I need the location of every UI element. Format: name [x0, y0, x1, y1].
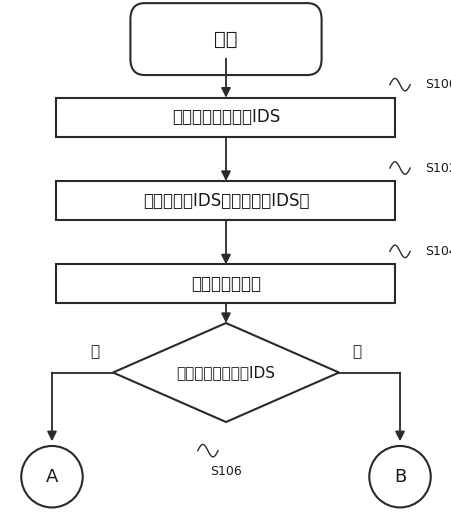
Text: 转换为扩展IDS并创建扩展IDS库: 转换为扩展IDS并创建扩展IDS库 — [143, 192, 308, 209]
Bar — [56, 181, 395, 220]
Text: 输入待检索文字: 输入待检索文字 — [191, 275, 260, 293]
Text: S106: S106 — [210, 465, 241, 478]
Text: S102: S102 — [424, 162, 451, 175]
Text: A: A — [46, 468, 58, 486]
Text: 是: 是 — [90, 344, 99, 359]
Text: 否: 否 — [352, 344, 361, 359]
Text: S104: S104 — [424, 245, 451, 258]
Text: B: B — [393, 468, 405, 486]
Bar — [56, 98, 395, 137]
Text: 待检索文字是否为IDS: 待检索文字是否为IDS — [176, 365, 275, 380]
Text: S100: S100 — [424, 78, 451, 91]
Ellipse shape — [21, 446, 83, 507]
Ellipse shape — [368, 446, 430, 507]
Text: 识别电子文档中的IDS: 识别电子文档中的IDS — [171, 108, 280, 126]
Polygon shape — [113, 323, 338, 422]
Text: 开始: 开始 — [214, 30, 237, 48]
FancyBboxPatch shape — [130, 3, 321, 75]
Bar — [56, 264, 395, 303]
